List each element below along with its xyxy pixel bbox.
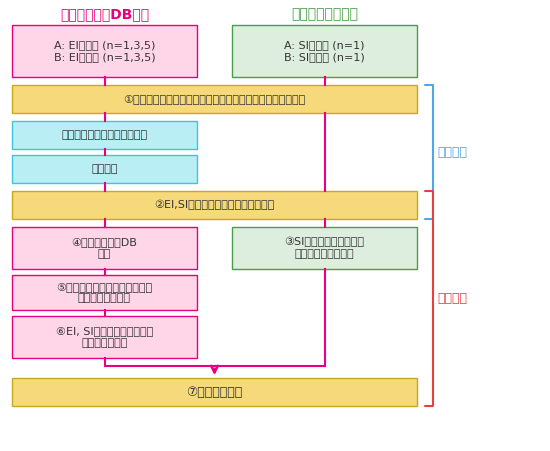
FancyBboxPatch shape [12, 227, 197, 269]
Text: ③SIマススペクトル中の
分子イオン自動選択: ③SIマススペクトル中の 分子イオン自動選択 [284, 237, 365, 259]
Text: A: SIデータ (n=1)
B: SIデータ (n=1): A: SIデータ (n=1) B: SIデータ (n=1) [284, 40, 365, 62]
Text: ⑤リテンションインデックスに
よる候補絞り込み: ⑤リテンションインデックスに よる候補絞り込み [57, 282, 152, 304]
Text: ⑥EI, SIマススペクトル中の
分子イオン確認: ⑥EI, SIマススペクトル中の 分子イオン確認 [56, 326, 153, 348]
FancyBboxPatch shape [12, 316, 197, 358]
FancyBboxPatch shape [12, 85, 417, 113]
Text: ライブラリーDB検索: ライブラリーDB検索 [60, 7, 149, 21]
Text: ⑦統合解析結果: ⑦統合解析結果 [186, 386, 243, 399]
FancyBboxPatch shape [12, 275, 197, 310]
Text: A: EIデータ (n=1,3,5)
B: EIデータ (n=1,3,5): A: EIデータ (n=1,3,5) B: EIデータ (n=1,3,5) [54, 40, 155, 62]
FancyBboxPatch shape [12, 25, 197, 77]
Text: ②EI,SIデータ中の各ピークのリンク: ②EI,SIデータ中の各ピークのリンク [155, 200, 274, 210]
Text: 分子イオンの探索: 分子イオンの探索 [291, 7, 358, 21]
Text: ①クロマトグラムピーク検出（デコンボリューション検出）: ①クロマトグラムピーク検出（デコンボリューション検出） [123, 94, 306, 104]
Text: 差異分析: 差異分析 [91, 164, 118, 174]
FancyBboxPatch shape [12, 191, 417, 219]
Text: ④ライブラリーDB
検索: ④ライブラリーDB 検索 [72, 237, 138, 259]
FancyBboxPatch shape [12, 155, 197, 183]
Text: アライメント（同一性判定）: アライメント（同一性判定） [62, 130, 147, 140]
FancyBboxPatch shape [232, 227, 417, 269]
FancyBboxPatch shape [232, 25, 417, 77]
Text: 統合解析: 統合解析 [437, 292, 467, 305]
FancyBboxPatch shape [12, 378, 417, 406]
FancyBboxPatch shape [12, 121, 197, 149]
Text: 差異分析: 差異分析 [437, 146, 467, 158]
